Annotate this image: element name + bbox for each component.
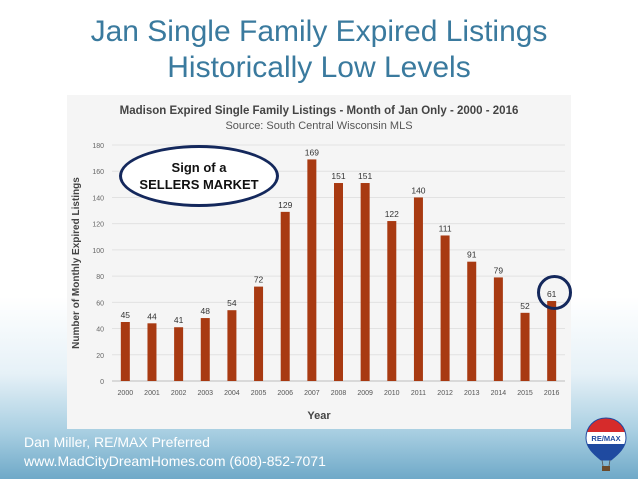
logo-text: RE/MAX [591, 434, 620, 443]
y-tick-labels: 0 20 40 60 80 100 120 140 160 180 [92, 143, 104, 386]
y-tick-label-20: 20 [96, 353, 104, 360]
x-tick-label-2002: 2002 [171, 390, 187, 397]
data-label-2006: 129 [278, 200, 292, 210]
x-tick-label-2013: 2013 [464, 390, 480, 397]
y-tick-label-120: 120 [92, 222, 104, 229]
data-label-2007: 169 [305, 147, 319, 157]
x-tick-labels: 2000 2001 2002 2003 2004 2005 2006 2007 2008 2009… [118, 390, 560, 397]
x-tick-label-2003: 2003 [197, 390, 213, 397]
data-label-2015: 52 [520, 301, 530, 311]
bar-2008 [334, 183, 343, 381]
callout-line-1: Sign of a [171, 160, 227, 175]
data-label-2013: 91 [467, 250, 477, 260]
y-tick-label-0: 0 [100, 379, 104, 386]
x-tick-label-2005: 2005 [251, 390, 267, 397]
x-tick-label-2008: 2008 [331, 390, 347, 397]
x-tick-label-2010: 2010 [384, 390, 400, 397]
bar-2009 [360, 183, 370, 381]
bar-2005 [254, 286, 264, 381]
data-label-2003: 48 [201, 306, 211, 316]
x-tick-label-2004: 2004 [224, 390, 240, 397]
y-tick-label-180: 180 [92, 143, 104, 150]
x-tick-label-2009: 2009 [357, 390, 373, 397]
data-label-2000: 45 [121, 310, 131, 320]
x-tick-label-2006: 2006 [277, 390, 293, 397]
x-tick-label-2011: 2011 [411, 390, 426, 397]
remax-balloon-logo: RE/MAX [585, 417, 627, 471]
bars [120, 159, 557, 381]
data-label-2011: 140 [411, 185, 425, 195]
callout-line-2: SELLERS MARKET [139, 177, 259, 192]
x-tick-label-2007: 2007 [304, 390, 320, 397]
chart-panel: Madison Expired Single Family Listings -… [67, 95, 571, 429]
chart-title: Madison Expired Single Family Listings -… [120, 105, 519, 117]
y-tick-label-100: 100 [92, 248, 104, 255]
y-tick-label-140: 140 [92, 195, 104, 202]
x-axis-label: Year [307, 410, 331, 422]
x-tick-label-2000: 2000 [118, 390, 134, 397]
data-label-2008: 151 [331, 171, 345, 181]
bar-2010 [387, 221, 397, 381]
x-tick-label-2012: 2012 [437, 390, 453, 397]
data-label-2012: 111 [439, 223, 452, 233]
sellers-market-callout: Sign of a SELLERS MARKET [119, 145, 279, 207]
footer: Dan Miller, RE/MAX Preferred www.MadCity… [24, 433, 326, 471]
data-label-2014: 79 [494, 265, 504, 275]
bar-2013 [467, 261, 477, 381]
highlight-circle [537, 275, 572, 310]
slide-title-line-2: Historically Low Levels [167, 51, 471, 84]
slide-title: Jan Single Family Expired Listings Histo… [0, 14, 638, 86]
chart-subtitle: Source: South Central Wisconsin MLS [225, 120, 412, 132]
bar-2016 [547, 301, 557, 381]
bar-2004 [227, 310, 237, 381]
x-tick-label-2016: 2016 [544, 390, 560, 397]
bar-2001 [147, 323, 157, 381]
slide-title-line-1: Jan Single Family Expired Listings [90, 15, 548, 48]
bar-2006 [280, 211, 290, 381]
data-label-2009: 151 [358, 171, 372, 181]
bar-2007 [307, 159, 317, 381]
data-label-2010: 122 [385, 209, 399, 219]
footer-contact: www.MadCityDreamHomes.com (608)-852-7071 [24, 453, 326, 469]
bar-chart: Madison Expired Single Family Listings -… [71, 105, 565, 422]
bar-2000 [120, 322, 130, 381]
x-tick-label-2014: 2014 [491, 390, 507, 397]
y-tick-label-60: 60 [96, 300, 104, 307]
data-label-2004: 54 [227, 298, 237, 308]
y-tick-label-160: 160 [92, 169, 104, 176]
data-label-2002: 41 [174, 315, 184, 325]
bar-2012 [440, 235, 450, 381]
data-label-2001: 44 [147, 311, 157, 321]
footer-agent-name: Dan Miller, RE/MAX Preferred [24, 434, 210, 450]
x-tick-label-2015: 2015 [517, 390, 533, 397]
bar-2014 [493, 277, 503, 381]
y-axis-label: Number of Monthly Expired Listings [71, 177, 82, 349]
data-label-2005: 72 [254, 275, 264, 285]
y-tick-label-80: 80 [96, 274, 104, 281]
bar-2002 [174, 327, 184, 381]
x-tick-label-2001: 2001 [144, 390, 160, 397]
bar-2003 [200, 318, 210, 381]
y-tick-label-40: 40 [96, 327, 104, 334]
bar-2015 [520, 312, 530, 381]
bar-2011 [413, 197, 423, 381]
